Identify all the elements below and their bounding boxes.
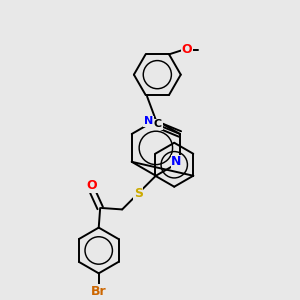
Text: Br: Br	[91, 285, 106, 298]
Text: O: O	[181, 44, 192, 56]
Text: O: O	[87, 179, 97, 192]
Text: S: S	[134, 187, 143, 200]
Text: N: N	[171, 155, 182, 168]
Text: C: C	[154, 119, 162, 129]
Text: N: N	[144, 116, 153, 126]
